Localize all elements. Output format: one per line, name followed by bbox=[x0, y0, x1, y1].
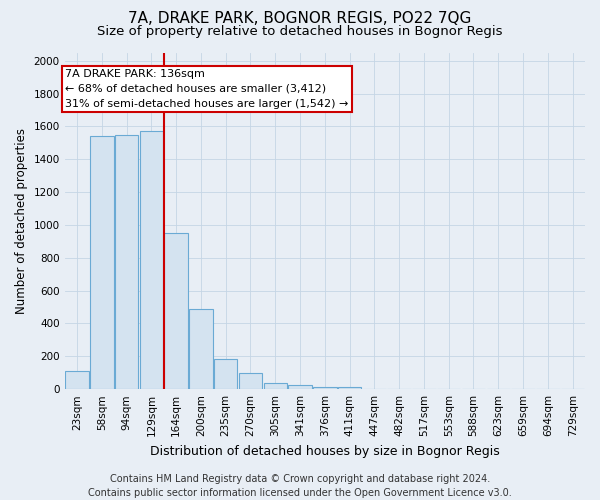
Bar bbox=[65, 371, 89, 389]
Bar bbox=[140, 132, 163, 389]
Text: Contains HM Land Registry data © Crown copyright and database right 2024.
Contai: Contains HM Land Registry data © Crown c… bbox=[88, 474, 512, 498]
Y-axis label: Number of detached properties: Number of detached properties bbox=[15, 128, 28, 314]
Bar bbox=[214, 359, 238, 389]
Bar bbox=[338, 386, 361, 389]
Bar bbox=[90, 136, 113, 389]
Text: Size of property relative to detached houses in Bognor Regis: Size of property relative to detached ho… bbox=[97, 25, 503, 38]
Bar bbox=[164, 233, 188, 389]
X-axis label: Distribution of detached houses by size in Bognor Regis: Distribution of detached houses by size … bbox=[150, 444, 500, 458]
Text: 7A DRAKE PARK: 136sqm
← 68% of detached houses are smaller (3,412)
31% of semi-d: 7A DRAKE PARK: 136sqm ← 68% of detached … bbox=[65, 69, 349, 108]
Bar bbox=[288, 385, 312, 389]
Bar bbox=[313, 386, 337, 389]
Bar bbox=[115, 134, 139, 389]
Bar bbox=[239, 373, 262, 389]
Bar bbox=[189, 308, 213, 389]
Bar bbox=[263, 382, 287, 389]
Text: 7A, DRAKE PARK, BOGNOR REGIS, PO22 7QG: 7A, DRAKE PARK, BOGNOR REGIS, PO22 7QG bbox=[128, 11, 472, 26]
